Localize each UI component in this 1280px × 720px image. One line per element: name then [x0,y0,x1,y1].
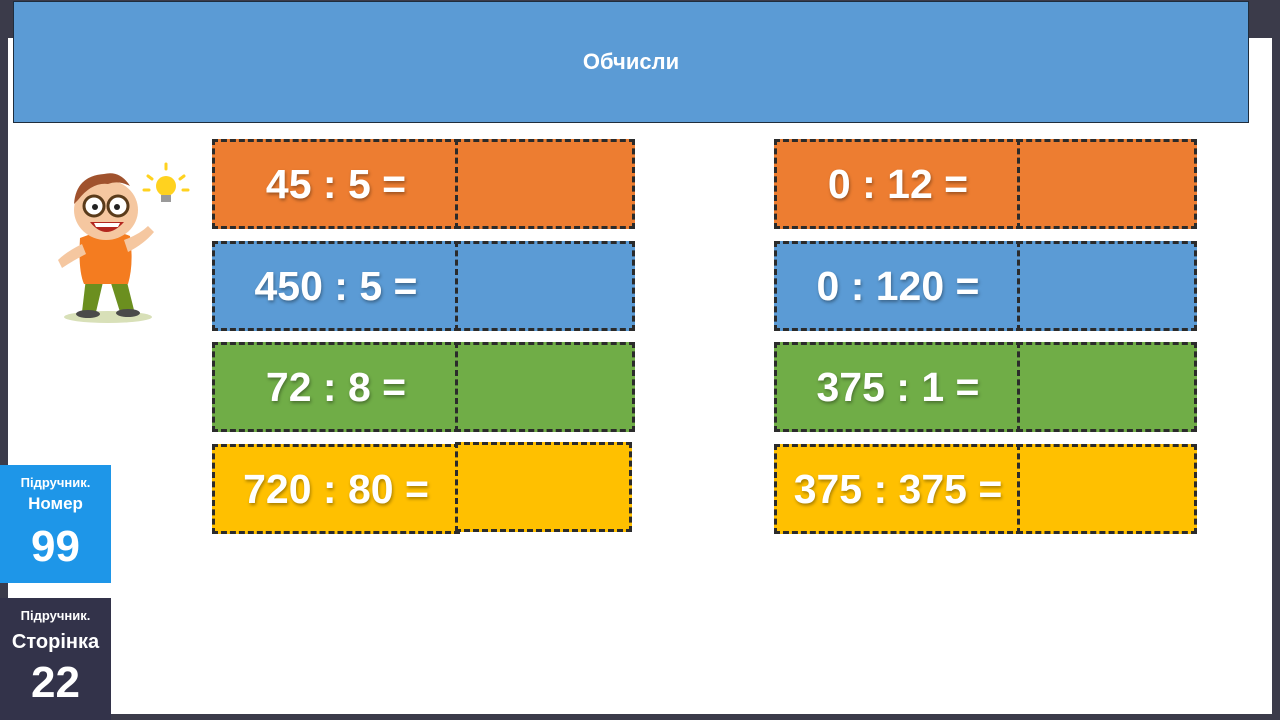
expression-text: 375 : 375 = [793,465,1003,512]
answer-box[interactable] [455,241,635,331]
expression-text: 450 : 5 = [254,262,418,309]
expression-card-72-div-8: 72 : 8 = [212,342,460,432]
answer-box[interactable] [1017,139,1197,229]
textbook-number-badge: Підручник. Номер 99 [0,465,111,583]
answer-box[interactable] [455,139,635,229]
expression-text: 375 : 1 = [816,363,980,410]
badge-label: Підручник. [20,475,91,490]
badge-label: Підручник. [20,608,91,623]
expression-text: 45 : 5 = [265,160,407,207]
expression-card-45-div-5: 45 : 5 = [212,139,460,229]
page-title: Обчисли [582,49,680,74]
badge-value: 22 [31,658,80,707]
expression-text: 720 : 80 = [243,465,429,512]
expression-text: 0 : 12 = [827,160,969,207]
expression-text: 0 : 120 = [816,262,980,309]
answer-box[interactable] [455,442,632,532]
expression-card-0-div-12: 0 : 12 = [774,139,1022,229]
answer-box[interactable] [455,342,635,432]
header-bar: Обчисли [13,1,1249,123]
textbook-page-badge: Підручник. Сторінка 22 [0,598,111,720]
badge-sublabel: Номер [28,494,83,513]
expression-card-0-div-120: 0 : 120 = [774,241,1022,331]
answer-box[interactable] [1017,241,1197,331]
badge-sublabel: Сторінка [11,631,100,653]
expression-card-375-div-375: 375 : 375 = [774,444,1022,534]
answer-box[interactable] [1017,444,1197,534]
expression-card-720-div-80: 720 : 80 = [212,444,460,534]
expression-card-450-div-5: 450 : 5 = [212,241,460,331]
expression-text: 72 : 8 = [265,363,407,410]
badge-value: 99 [31,522,80,571]
boy-mascot-icon [58,162,190,323]
expression-card-375-div-1: 375 : 1 = [774,342,1022,432]
answer-box[interactable] [1017,342,1197,432]
